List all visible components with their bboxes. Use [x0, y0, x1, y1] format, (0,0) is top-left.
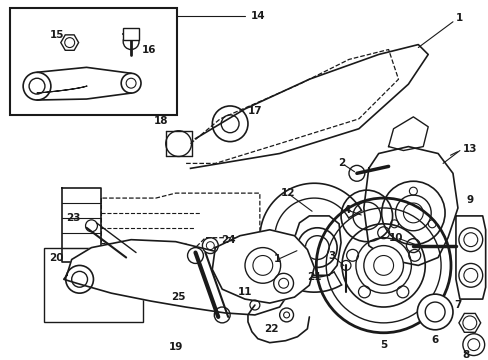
Text: 20: 20: [49, 252, 64, 262]
Text: 1: 1: [455, 13, 463, 23]
Text: 8: 8: [461, 350, 468, 360]
Text: 14: 14: [250, 11, 264, 21]
Circle shape: [363, 246, 403, 285]
Text: 16: 16: [142, 45, 156, 54]
Text: 11: 11: [237, 287, 252, 297]
Text: 19: 19: [168, 342, 183, 352]
Text: 22: 22: [264, 324, 279, 334]
Text: 12: 12: [280, 188, 294, 198]
Text: 17: 17: [247, 106, 262, 116]
Polygon shape: [212, 230, 314, 303]
Bar: [44, 248, 142, 322]
Text: 25: 25: [171, 292, 185, 302]
Text: 3: 3: [328, 251, 335, 261]
Text: 23: 23: [66, 213, 81, 223]
Text: 1: 1: [273, 255, 281, 265]
Text: 10: 10: [388, 233, 403, 243]
Text: 7: 7: [453, 300, 461, 310]
Text: 24: 24: [221, 235, 235, 245]
Polygon shape: [455, 216, 485, 299]
Circle shape: [462, 334, 484, 356]
FancyBboxPatch shape: [123, 28, 139, 40]
Circle shape: [416, 294, 452, 330]
Text: 15: 15: [49, 30, 64, 40]
Polygon shape: [388, 117, 427, 150]
Circle shape: [316, 198, 450, 333]
Text: 4: 4: [343, 205, 350, 215]
Bar: [10, 8, 176, 115]
Text: 6: 6: [430, 335, 438, 345]
Text: 21: 21: [306, 272, 321, 282]
Polygon shape: [63, 240, 289, 315]
Text: 9: 9: [465, 195, 472, 205]
Text: 13: 13: [462, 144, 476, 154]
Text: 2: 2: [338, 158, 345, 168]
Text: 5: 5: [379, 339, 386, 350]
Polygon shape: [363, 147, 457, 265]
Polygon shape: [294, 216, 340, 275]
Text: 18: 18: [153, 116, 168, 126]
Polygon shape: [259, 183, 361, 292]
